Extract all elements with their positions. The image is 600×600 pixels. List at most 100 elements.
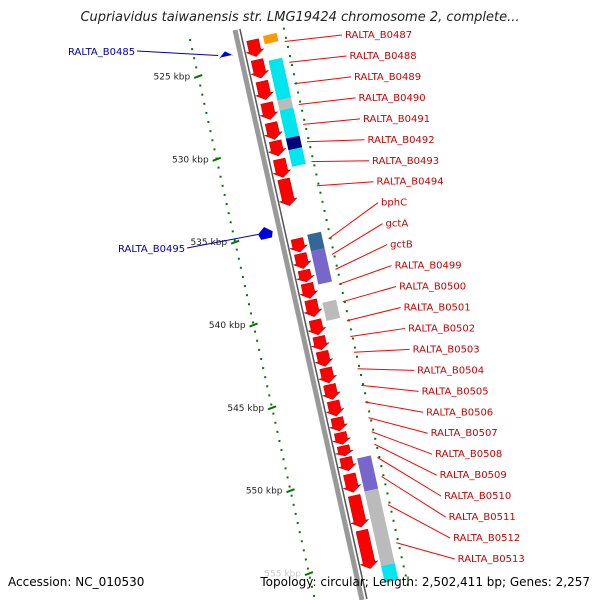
reverse-gene-arrow[interactable]	[258, 227, 273, 240]
track-dot	[362, 383, 365, 386]
forward-gene-arrow[interactable]	[277, 177, 298, 206]
gene-label[interactable]: RALTA_B0501	[404, 302, 471, 313]
gene-leader-line	[316, 181, 374, 187]
forward-gene-arrow[interactable]	[307, 318, 327, 336]
kbp-tick-label: 540 kbp	[209, 321, 246, 331]
track-dot	[199, 84, 202, 87]
gene-label[interactable]: RALTA_B0500	[399, 282, 466, 293]
forward-gene-arrow[interactable]	[310, 334, 331, 351]
gene-label[interactable]: RALTA_B0485	[68, 47, 135, 58]
gene-label[interactable]: RALTA_B0492	[368, 135, 435, 146]
gene-label[interactable]: RALTA_B0508	[435, 449, 502, 460]
kbp-tick-label: 530 kbp	[172, 155, 209, 165]
track-dot	[310, 585, 313, 588]
track-dot	[227, 212, 230, 215]
gene-label[interactable]: RALTA_B0509	[440, 470, 507, 481]
gene-label[interactable]: gctA	[386, 219, 409, 230]
gene-leader-line	[396, 542, 455, 560]
track-dot	[390, 510, 393, 513]
track-dot	[302, 549, 305, 552]
track-dot	[358, 364, 361, 367]
track-dot	[303, 118, 306, 121]
forward-gene-arrow[interactable]	[245, 38, 265, 57]
gene-leader-line	[371, 431, 433, 455]
track-dot	[327, 228, 330, 231]
forward-gene-arrow[interactable]	[272, 157, 292, 178]
forward-gene-arrow[interactable]	[328, 416, 349, 432]
track-dot	[201, 93, 204, 96]
gene-leader-line	[346, 306, 401, 322]
gene-label[interactable]: RALTA_B0505	[422, 386, 489, 397]
gene-label[interactable]: RALTA_B0502	[408, 323, 475, 334]
forward-gene-arrow[interactable]	[335, 444, 354, 457]
gene-label[interactable]: RALTA_B0494	[377, 177, 444, 188]
gene-label[interactable]: gctB	[390, 240, 413, 251]
forward-gene-arrow[interactable]	[267, 139, 287, 157]
gene-label[interactable]: RALTA_B0490	[359, 93, 426, 104]
forward-gene-arrow[interactable]	[254, 79, 275, 100]
gene-label[interactable]: bphC	[381, 198, 407, 209]
reverse-gene-arrow[interactable]	[218, 51, 234, 59]
forward-gene-arrow[interactable]	[355, 528, 379, 569]
track-dot	[256, 339, 259, 342]
forward-gene-arrow[interactable]	[325, 399, 345, 417]
forward-gene-arrow[interactable]	[288, 237, 309, 253]
gene-label[interactable]: RALTA_B0512	[453, 533, 520, 544]
gene-label[interactable]: RALTA_B0504	[417, 365, 484, 376]
gene-leader-line	[387, 504, 451, 539]
kbp-tick-label: 555 kbp	[264, 570, 301, 580]
track-dot	[376, 446, 379, 449]
track-dot	[343, 301, 346, 304]
track-dot	[301, 109, 304, 112]
forward-gene-arrow[interactable]	[263, 121, 283, 140]
track-dot	[298, 531, 301, 534]
track-dot	[252, 321, 255, 324]
gene-label[interactable]: RALTA_B0499	[395, 261, 462, 272]
track-dot	[211, 139, 214, 142]
forward-gene-arrow[interactable]	[250, 58, 270, 79]
forward-gene-arrow[interactable]	[342, 472, 362, 493]
track-dot	[280, 449, 283, 452]
gene-leader-line	[298, 97, 356, 105]
gene-leader-line	[307, 139, 365, 143]
track-dot	[189, 39, 192, 42]
gene-leader-line	[187, 233, 259, 249]
track-dot	[294, 512, 297, 515]
forward-gene-arrow[interactable]	[303, 298, 323, 318]
forward-gene-arrow[interactable]	[299, 281, 319, 299]
track-dot	[304, 558, 307, 561]
gene-label[interactable]: RALTA_B0510	[444, 491, 511, 502]
track-dot	[284, 467, 287, 470]
forward-gene-arrow[interactable]	[296, 268, 315, 283]
gene-label[interactable]: RALTA_B0493	[372, 156, 439, 167]
cds-feature-block	[357, 455, 379, 492]
track-dot	[276, 430, 279, 433]
track-dot	[223, 193, 226, 196]
forward-gene-arrow[interactable]	[337, 455, 358, 472]
gene-label[interactable]: RALTA_B0507	[431, 428, 498, 439]
gene-label[interactable]: RALTA_B0489	[354, 72, 421, 83]
gene-label[interactable]: RALTA_B0491	[363, 114, 430, 125]
gene-leader-line	[303, 118, 361, 125]
gene-label[interactable]: RALTA_B0495	[118, 244, 185, 255]
gene-label[interactable]: RALTA_B0511	[449, 512, 516, 523]
track-dot	[282, 458, 285, 461]
track-dot	[262, 367, 265, 370]
gene-label[interactable]: RALTA_B0506	[426, 407, 493, 418]
forward-gene-arrow[interactable]	[321, 383, 341, 400]
gene-leader-line	[311, 160, 370, 163]
cds-feature-block	[285, 135, 303, 151]
forward-gene-arrow[interactable]	[347, 494, 370, 528]
forward-gene-arrow[interactable]	[292, 252, 312, 269]
gene-label[interactable]: RALTA_B0488	[350, 51, 417, 62]
track-dot	[341, 291, 344, 294]
kbp-tick-mark	[193, 74, 203, 79]
forward-gene-arrow[interactable]	[314, 349, 334, 367]
forward-gene-arrow[interactable]	[332, 431, 351, 445]
gene-label[interactable]: RALTA_B0513	[458, 554, 525, 565]
forward-gene-arrow[interactable]	[259, 101, 279, 120]
forward-gene-arrow[interactable]	[318, 366, 338, 384]
gene-label[interactable]: RALTA_B0487	[345, 30, 412, 41]
gene-label[interactable]: RALTA_B0503	[413, 344, 480, 355]
